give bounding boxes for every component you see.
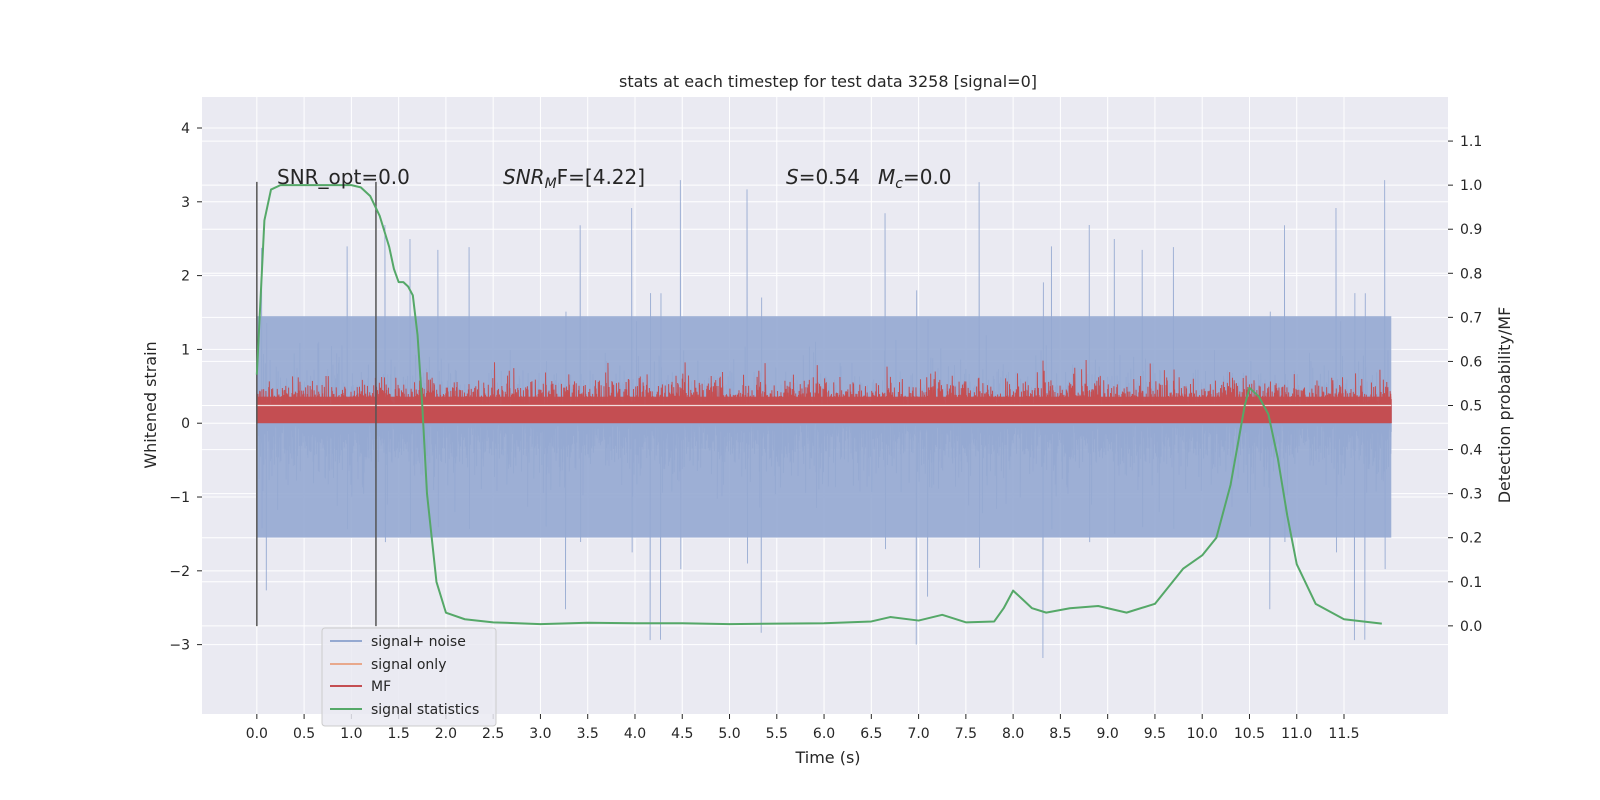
signal-statistics-line [255,184,1382,626]
x-tick-label: 8.5 [1049,726,1071,742]
legend-label-mf: MF [371,679,391,695]
x-tick-label: 7.0 [907,726,929,742]
mf-line [256,360,1392,424]
y-tick-label: 4 [181,121,190,137]
y-right-tick-label: 1.0 [1460,178,1482,194]
x-tick-label: 0.5 [293,726,315,742]
legend-label-signal-only: signal only [371,657,446,673]
y-tick-label: −2 [169,564,190,580]
x-tick-label: 10.0 [1187,726,1218,742]
x-tick-label: 9.5 [1144,726,1166,742]
x-tick-label: 7.5 [955,726,977,742]
y-right-tick-label: 0.5 [1460,399,1482,415]
y-tick-label: −3 [169,638,190,654]
x-tick-label: 11.5 [1328,726,1359,742]
y-tick-label: 3 [181,195,190,211]
y-right-tick-label: 0.6 [1460,354,1482,370]
x-tick-label: 6.5 [860,726,882,742]
y-tick-label: 1 [181,342,190,358]
x-tick-label: 10.5 [1234,726,1265,742]
x-tick-label: 5.5 [766,726,788,742]
legend-label-signal-statistics: signal statistics [371,702,479,718]
x-tick-label: 9.0 [1097,726,1119,742]
vertical-markers [256,181,377,627]
legend-box [321,627,497,727]
x-tick-label: 3.5 [577,726,599,742]
x-tick-label: 1.0 [340,726,362,742]
axes: 0.0 0.5 1.0 1.5 2.0 2.5 3.0 3.5 4.0 4.5 5.0 5.5 6.0 6… [169,121,1482,742]
signal-statistics-series [255,184,1382,626]
x-tick-label: 0.0 [246,726,268,742]
x-tick-label: 11.0 [1281,726,1312,742]
y-axis-title: Whitened strain [141,341,160,468]
chart-title: stats at each timestep for test data 325… [619,72,1037,91]
x-tick-label: 8.0 [1002,726,1024,742]
x-tick-label: 4.0 [624,726,646,742]
annotation-s-mc: S=0.54 Mc=0.0 [786,165,952,192]
y-right-tick-label: 0.9 [1460,222,1482,238]
y-right-tick-label: 0.1 [1460,575,1482,591]
y-right-tick-label: 0.7 [1460,310,1482,326]
y-right-tick-label: 1.1 [1460,134,1482,150]
legend: signal+ noise signal only MF signal stat… [321,627,497,727]
y-tick-label: 2 [181,269,190,285]
x-tick-label: 1.5 [388,726,410,742]
legend-label-signal-noise: signal+ noise [371,634,466,650]
annotation-snr-opt: SNR_opt=0.0 [277,165,410,189]
x-tick-label: 6.0 [813,726,835,742]
x-tick-label: 2.5 [482,726,504,742]
y-tick-label: −1 [169,490,190,506]
signal-noise-band [256,316,1392,538]
y-right-tick-label: 0.2 [1460,531,1482,547]
x-axis-title: Time (s) [794,748,860,767]
x-tick-label: 3.0 [529,726,551,742]
signal-noise-series [256,180,1392,659]
y-right-tick-label: 0.8 [1460,266,1482,282]
annotation-snr-mf: SNRMF=[4.22] [503,165,645,192]
y-right-tick-label: 0.4 [1460,443,1482,459]
x-tick-label: 5.0 [718,726,740,742]
x-tick-label: 2.0 [435,726,457,742]
x-tick-label: 4.5 [671,726,693,742]
y-tick-label: 0 [181,416,190,432]
y-right-tick-label: 0.0 [1460,619,1482,635]
y-axis-right-title: Detection probability/MF [1495,307,1514,504]
y-right-tick-label: 0.3 [1460,487,1482,503]
mf-series [256,360,1392,424]
